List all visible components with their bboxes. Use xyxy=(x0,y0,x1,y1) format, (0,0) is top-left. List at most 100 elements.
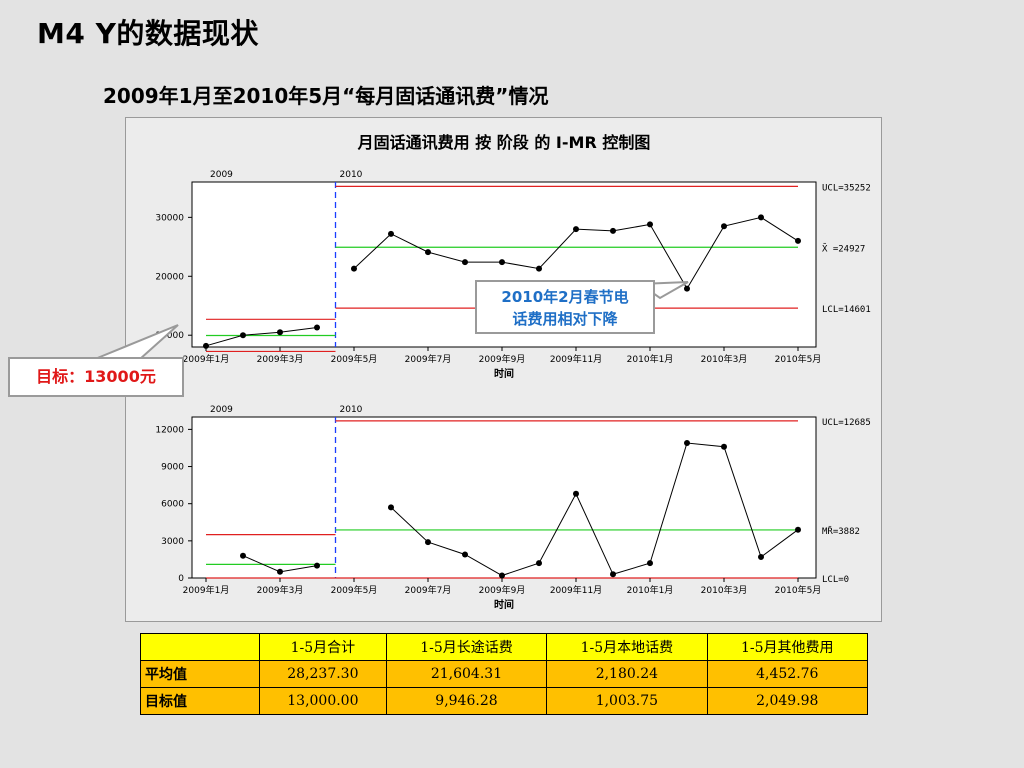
data-point xyxy=(536,560,542,567)
stage-label: 2010 xyxy=(340,405,363,415)
x-tick-label: 2009年1月 xyxy=(183,584,230,596)
table-header-cell xyxy=(140,633,260,661)
control-chart-panel: 月固话通讯费用 按 阶段 的 I-MR 控制图 2009 2010 UCL=3525… xyxy=(125,117,882,622)
x-tick-label: 2009年9月 xyxy=(479,353,526,365)
spring-festival-callout: 2010年2月春节电 话费用相对下降 xyxy=(475,280,655,334)
data-point xyxy=(314,324,320,331)
data-point xyxy=(388,504,394,511)
table-header-cell: 1-5月长途话费 xyxy=(385,633,548,661)
x-tick-label: 2010年3月 xyxy=(701,353,748,365)
plot-area xyxy=(191,416,817,579)
data-point xyxy=(758,553,764,560)
table-cell: 13,000.00 xyxy=(259,687,387,715)
y-tick-label: 0 xyxy=(178,574,184,584)
data-point xyxy=(647,221,653,228)
data-point xyxy=(536,265,542,272)
data-point xyxy=(462,259,468,266)
data-point xyxy=(388,230,394,237)
y-tick-label: 3000 xyxy=(161,537,184,547)
individuals-chart: 2009 2010 UCL=35252 X̄ =24927 LCL=14601 10000… xyxy=(155,170,870,380)
spring-callout-line-2: 话费用相对下降 xyxy=(512,310,618,328)
chart-title: 月固话通讯费用 按 阶段 的 I-MR 控制图 xyxy=(357,133,651,152)
table-cell: 4,452.76 xyxy=(706,660,869,688)
x-tick-label: 2009年3月 xyxy=(257,584,304,596)
x-tick-label: 2010年1月 xyxy=(627,584,674,596)
data-point xyxy=(203,342,209,349)
x-tick-label: 2010年3月 xyxy=(701,584,748,596)
control-limit-label: UCL=35252 xyxy=(822,183,871,193)
control-limit-label: X̄ =24927 xyxy=(822,243,865,255)
data-point xyxy=(462,551,468,558)
data-point xyxy=(314,562,320,569)
y-tick-label: 6000 xyxy=(161,500,184,510)
imr-control-chart: 月固话通讯费用 按 阶段 的 I-MR 控制图 2009 2010 UCL=3525… xyxy=(155,133,870,611)
data-point xyxy=(721,223,727,230)
data-point xyxy=(684,285,690,292)
data-point xyxy=(425,539,431,546)
table-header-row: 1-5月合计 1-5月长途话费 1-5月本地话费 1-5月其他费用 xyxy=(140,633,869,661)
data-point xyxy=(573,226,579,233)
table-header-cell: 1-5月合计 xyxy=(259,633,387,661)
table-cell: 2,180.24 xyxy=(546,660,708,688)
y-tick-label: 9000 xyxy=(161,463,184,473)
row-label: 平均值 xyxy=(140,660,260,688)
table-row: 目标值 13,000.00 9,946.28 1,003.75 2,049.98 xyxy=(140,687,869,715)
x-tick-label: 2009年7月 xyxy=(405,584,452,596)
y-tick-label: 12000 xyxy=(155,425,184,435)
table-cell: 9,946.28 xyxy=(385,687,548,715)
target-callout: 目标：13000元 xyxy=(8,357,184,397)
x-tick-label: 2009年9月 xyxy=(479,584,526,596)
data-point xyxy=(684,440,690,447)
x-tick-label: 2010年5月 xyxy=(775,584,822,596)
table-header-cell: 1-5月其他费用 xyxy=(706,633,869,661)
data-point xyxy=(425,249,431,256)
stage-label: 2009 xyxy=(210,405,233,415)
data-point xyxy=(721,443,727,450)
data-point xyxy=(351,265,357,272)
table-cell: 1,003.75 xyxy=(546,687,708,715)
table-cell: 2,049.98 xyxy=(706,687,869,715)
x-tick-label: 2009年5月 xyxy=(331,584,378,596)
data-point xyxy=(758,214,764,221)
x-tick-label: 2010年5月 xyxy=(775,353,822,365)
stage-label: 2010 xyxy=(340,170,363,180)
x-axis-label: 时间 xyxy=(494,367,514,380)
stage-label: 2009 xyxy=(210,170,233,180)
y-tick-label: 10000 xyxy=(155,331,184,341)
data-point xyxy=(240,552,246,559)
data-point xyxy=(795,526,801,533)
table-header-cell: 1-5月本地话费 xyxy=(546,633,708,661)
table-cell: 28,237.30 xyxy=(259,660,387,688)
control-limit-label: LCL=14601 xyxy=(822,305,871,315)
spring-callout-line-1: 2010年2月春节电 xyxy=(501,288,629,306)
x-tick-label: 2009年3月 xyxy=(257,353,304,365)
data-point xyxy=(573,490,579,497)
data-point xyxy=(610,571,616,578)
data-point xyxy=(610,227,616,234)
table-row: 平均值 28,237.30 21,604.31 2,180.24 4,452.7… xyxy=(140,660,869,688)
moving-range-chart: 2009 2010 UCL=12685 MR̄=3882 LCL=0 0 3000 6000 9… xyxy=(155,405,870,611)
x-tick-label: 2010年1月 xyxy=(627,353,674,365)
row-label: 目标值 xyxy=(140,687,260,715)
data-point xyxy=(795,237,801,244)
x-tick-label: 2009年11月 xyxy=(550,353,602,365)
data-point xyxy=(499,572,505,579)
x-tick-label: 2009年11月 xyxy=(550,584,602,596)
data-point xyxy=(499,259,505,266)
series-line xyxy=(390,442,799,577)
control-limit-label: MR̄=3882 xyxy=(822,525,860,537)
x-axis-label: 时间 xyxy=(494,598,514,611)
control-limit-label: UCL=12685 xyxy=(822,418,871,428)
data-point xyxy=(277,329,283,336)
data-point xyxy=(277,568,283,575)
data-point xyxy=(240,332,246,339)
x-tick-label: 2009年1月 xyxy=(183,353,230,365)
slide-title: M4 Y的数据现状 xyxy=(37,17,259,50)
x-tick-label: 2009年5月 xyxy=(331,353,378,365)
table-cell: 21,604.31 xyxy=(385,660,548,688)
slide-subtitle: 2009年1月至2010年5月“每月固话通讯费”情况 xyxy=(103,84,549,108)
data-point xyxy=(647,560,653,567)
summary-table: 1-5月合计 1-5月长途话费 1-5月本地话费 1-5月其他费用 平均值 28… xyxy=(140,633,869,715)
y-tick-label: 30000 xyxy=(155,213,184,223)
x-tick-label: 2009年7月 xyxy=(405,353,452,365)
